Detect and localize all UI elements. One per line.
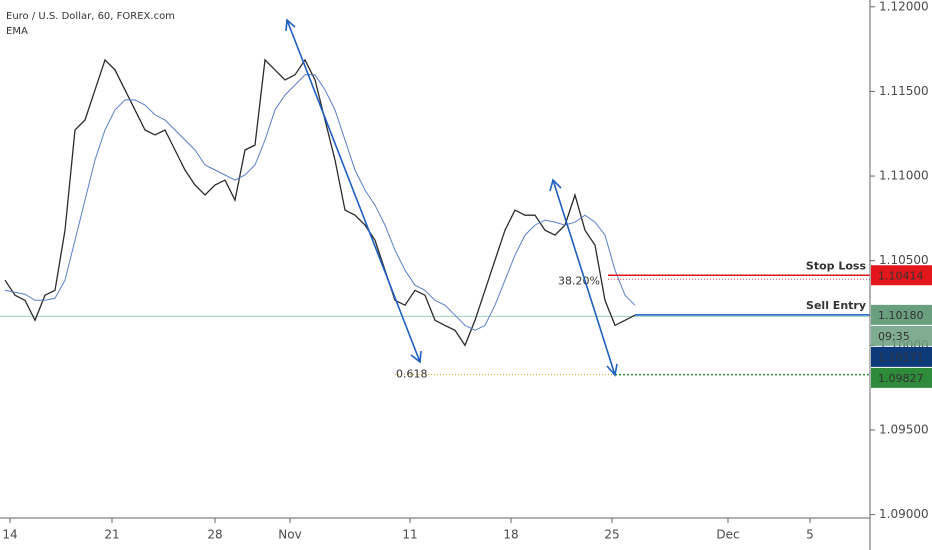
arrow-head bbox=[285, 18, 296, 32]
y-tick-label: 1.09500 bbox=[879, 422, 929, 436]
x-tick-label: 14 bbox=[2, 528, 17, 542]
x-tick-label: 11 bbox=[402, 528, 417, 542]
y-tick-label: 1.09000 bbox=[879, 507, 929, 521]
arrow-line bbox=[286, 19, 421, 363]
x-tick-label: 18 bbox=[503, 528, 518, 542]
price-box-label: 09:35 bbox=[878, 330, 910, 343]
y-tick-label: 1.10500 bbox=[879, 253, 929, 267]
x-tick-label: Dec bbox=[716, 528, 739, 542]
arrow-head bbox=[549, 178, 562, 192]
retracement-label: 38.20% bbox=[558, 274, 600, 287]
level-name: Sell Entry bbox=[806, 299, 866, 312]
x-tick-label: 5 bbox=[806, 528, 814, 542]
x-tick-label: 21 bbox=[104, 528, 119, 542]
level-name: Stop Loss bbox=[806, 259, 867, 272]
price-box-label: 1.10171 bbox=[878, 351, 924, 364]
price-line bbox=[4, 58, 636, 347]
drawings bbox=[285, 18, 618, 377]
x-tick-label: 25 bbox=[604, 528, 619, 542]
price-box-label: 1.10414 bbox=[878, 269, 924, 282]
fib-label: 0.618 bbox=[396, 368, 428, 381]
arrow-line bbox=[552, 179, 616, 376]
price-box bbox=[871, 265, 932, 286]
x-tick-label: Nov bbox=[278, 528, 301, 542]
plot-area: 0.618 38.20% bbox=[0, 58, 870, 381]
y-tick-label: 1.11500 bbox=[879, 84, 929, 98]
price-box bbox=[871, 304, 932, 325]
arrow-head bbox=[410, 350, 422, 364]
y-tick-label: 1.11000 bbox=[879, 169, 929, 183]
arrow-head bbox=[606, 363, 618, 377]
price-box bbox=[871, 346, 932, 367]
x-tick-label: 28 bbox=[207, 528, 222, 542]
indicator-label: EMA bbox=[6, 26, 28, 37]
price-box-label: 1.10180 bbox=[878, 309, 924, 322]
y-tick-label: 1.12000 bbox=[879, 0, 929, 13]
price-box bbox=[871, 367, 932, 388]
price-box bbox=[871, 325, 932, 346]
price-box-label: 1.09827 bbox=[878, 372, 924, 385]
chart-title: Euro / U.S. Dollar, 60, FOREX.com bbox=[6, 11, 175, 22]
ema-line bbox=[4, 74, 636, 331]
